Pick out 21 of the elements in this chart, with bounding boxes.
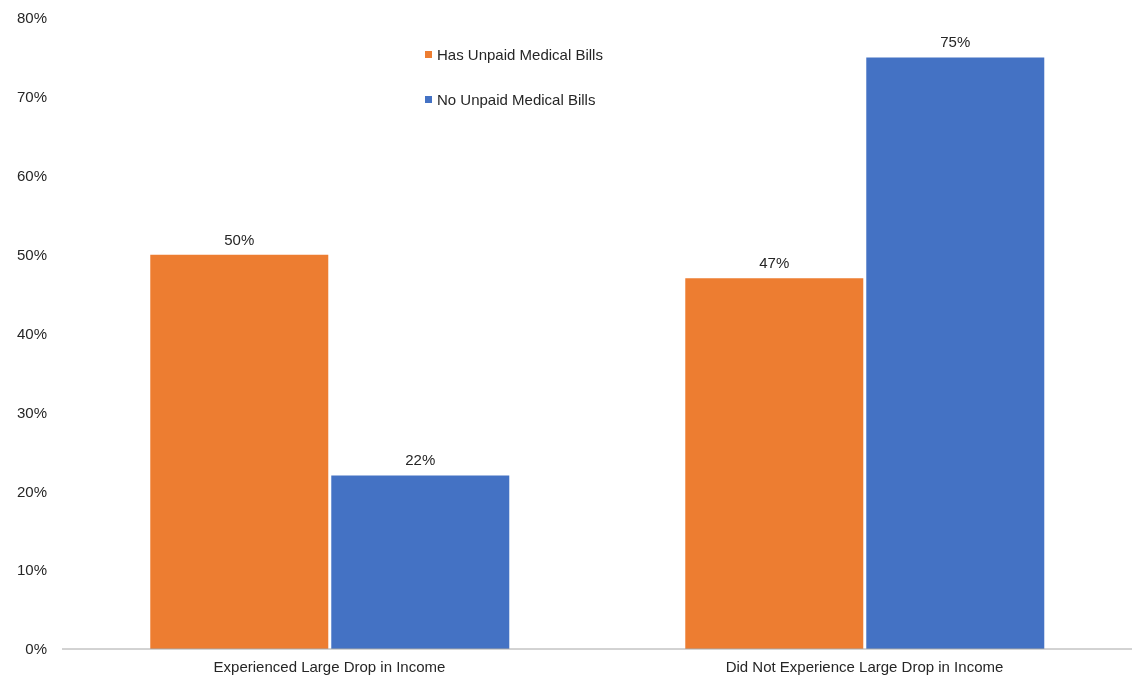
y-tick-label: 10% [16,561,47,579]
y-tick-label: 70% [16,88,47,106]
bar [866,57,1045,649]
bar [150,254,329,649]
y-tick-label: 30% [16,403,47,421]
y-tick-label: 50% [16,245,47,263]
data-label: 75% [940,33,971,51]
legend-label: Has Unpaid Medical Bills [437,46,603,63]
bar [685,278,864,649]
y-tick-label: 80% [16,9,47,27]
legend-label: No Unpaid Medical Bills [437,91,596,108]
y-tick-label: 40% [16,324,47,342]
x-tick-label: Experienced Large Drop in Income [213,657,446,675]
data-label: 50% [224,230,255,248]
x-tick-label: Did Not Experience Large Drop in Income [725,657,1004,675]
y-tick-label: 0% [25,640,47,658]
data-label: 22% [405,451,436,469]
y-tick-label: 60% [16,167,47,185]
bar [331,475,510,649]
y-tick-label: 20% [16,482,47,500]
data-label: 47% [759,254,790,272]
